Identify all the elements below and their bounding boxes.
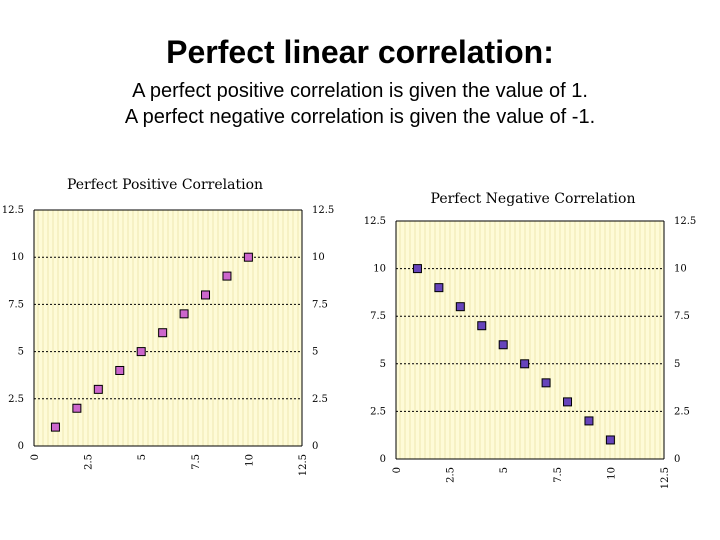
y-tick-label-right: 5 — [312, 347, 318, 358]
data-point — [136, 347, 146, 357]
data-point — [434, 283, 444, 293]
data-point — [222, 271, 232, 281]
y-tick-label-right: 12.5 — [312, 205, 334, 216]
x-tick-label: 2.5 — [84, 454, 95, 470]
y-tick-label-left: 7.5 — [8, 299, 24, 310]
data-point — [115, 365, 125, 375]
y-tick-label-right: 2.5 — [312, 394, 328, 405]
chart-title: Perfect Positive Correlation — [67, 177, 263, 193]
page-title: Perfect linear correlation: — [166, 34, 554, 70]
y-tick-label-right: 12.5 — [674, 216, 696, 227]
x-tick-label: 5 — [137, 454, 148, 460]
y-tick-label-left: 2.5 — [370, 406, 386, 417]
y-tick-label-left: 12.5 — [364, 216, 386, 227]
data-point — [563, 397, 573, 407]
data-point — [179, 309, 189, 319]
y-tick-label-right: 5 — [674, 359, 680, 370]
y-tick-label-right: 7.5 — [674, 311, 690, 322]
x-tick-label: 2.5 — [446, 467, 457, 483]
x-tick-label: 0 — [30, 454, 41, 460]
y-tick-label-left: 10 — [11, 252, 24, 263]
x-tick-label: 10 — [606, 467, 617, 480]
y-tick-label-right: 7.5 — [312, 299, 328, 310]
x-tick-label: 0 — [392, 467, 403, 473]
chart-title: Perfect Negative Correlation — [431, 191, 636, 207]
data-point — [605, 435, 615, 445]
y-tick-label-left: 0 — [380, 454, 386, 465]
data-point — [498, 340, 508, 350]
y-tick-label-left: 5 — [18, 347, 24, 358]
y-tick-label-left: 12.5 — [2, 205, 24, 216]
y-tick-label-left: 10 — [373, 264, 386, 275]
y-tick-label-left: 2.5 — [8, 394, 24, 405]
x-tick-label: 12.5 — [298, 454, 309, 476]
subtitle-positive: A perfect positive correlation is given … — [132, 80, 588, 102]
x-tick-label: 12.5 — [660, 467, 671, 489]
x-tick-label: 7.5 — [553, 467, 564, 483]
y-tick-label-right: 2.5 — [674, 406, 690, 417]
y-tick-label-right: 0 — [312, 441, 318, 452]
data-point — [412, 264, 422, 274]
data-point — [72, 403, 82, 413]
data-point — [541, 378, 551, 388]
y-tick-label-left: 7.5 — [370, 311, 386, 322]
x-tick-label: 5 — [499, 467, 510, 473]
y-tick-label-right: 10 — [312, 252, 325, 263]
data-point — [50, 422, 60, 432]
data-point — [201, 290, 211, 300]
y-tick-label-right: 10 — [674, 264, 687, 275]
data-point — [93, 384, 103, 394]
data-point — [477, 321, 487, 331]
y-tick-label-left: 0 — [18, 441, 24, 452]
data-point — [158, 328, 168, 338]
data-point — [455, 302, 465, 312]
x-tick-label: 10 — [244, 454, 255, 467]
y-tick-label-left: 5 — [380, 359, 386, 370]
subtitle-negative: A perfect negative correlation is given … — [124, 106, 596, 128]
y-tick-label-right: 0 — [674, 454, 680, 465]
data-point — [584, 416, 594, 426]
x-tick-label: 7.5 — [191, 454, 202, 470]
data-point — [520, 359, 530, 369]
data-point — [243, 252, 253, 262]
